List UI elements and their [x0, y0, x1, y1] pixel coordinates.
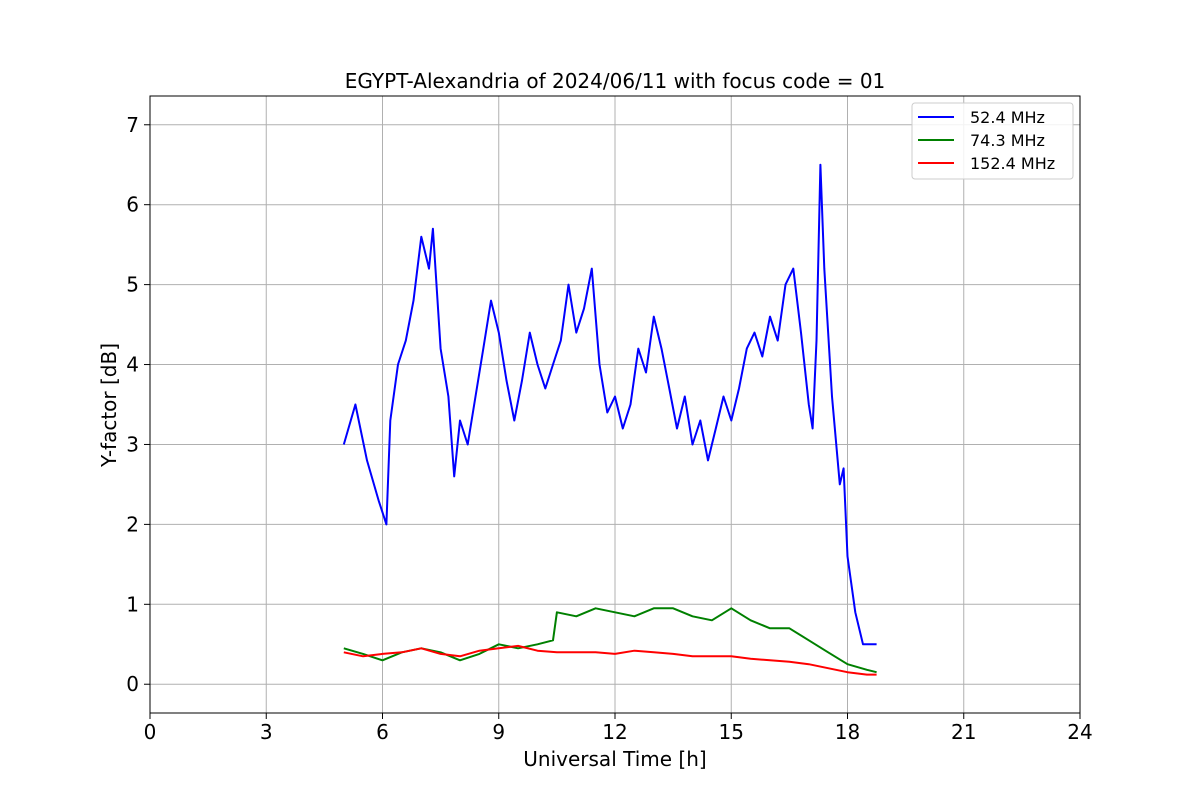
x-tick-label: 0	[144, 720, 157, 744]
series-layer	[342, 163, 877, 676]
legend-label-2: 152.4 MHz	[970, 154, 1055, 173]
series-line-1	[343, 607, 877, 674]
x-tick-label: 21	[951, 720, 976, 744]
y-axis-label: Y-factor [dB]	[97, 343, 121, 468]
y-tick-label: 7	[126, 113, 139, 137]
y-tick-label: 0	[126, 672, 139, 696]
x-tick-label: 12	[602, 720, 627, 744]
x-tick-label: 3	[260, 720, 273, 744]
y-tick-label: 3	[126, 432, 139, 456]
legend: 52.4 MHz 74.3 MHz 152.4 MHz	[911, 102, 1074, 180]
y-tick-label: 5	[126, 273, 139, 297]
y-tick-label: 1	[126, 592, 139, 616]
y-tick-label: 4	[126, 353, 139, 377]
x-tick-label: 18	[835, 720, 860, 744]
series-line-2	[343, 644, 877, 676]
x-tick-label: 24	[1067, 720, 1092, 744]
legend-label-1: 74.3 MHz	[970, 131, 1045, 150]
chart-title: EGYPT-Alexandria of 2024/06/11 with focu…	[345, 69, 886, 93]
y-tick-label: 6	[126, 193, 139, 217]
x-tick-label: 6	[376, 720, 389, 744]
series-line-0	[342, 163, 877, 646]
legend-box	[911, 102, 1074, 180]
x-axis-label: Universal Time [h]	[523, 747, 706, 771]
legend-label-0: 52.4 MHz	[970, 108, 1045, 127]
x-tick-label: 15	[719, 720, 744, 744]
y-tick-label: 2	[126, 512, 139, 536]
x-tick-label: 9	[492, 720, 505, 744]
